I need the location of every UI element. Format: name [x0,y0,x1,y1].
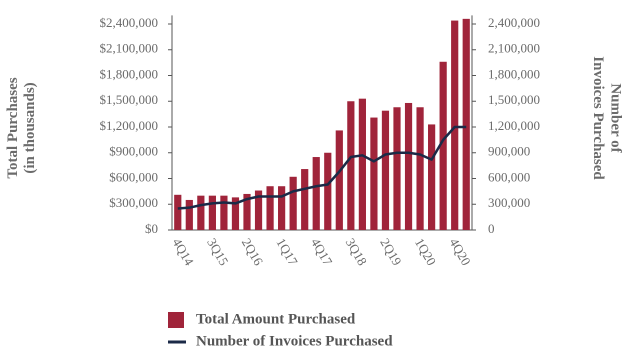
legend-label: Number of Invoices Purchased [196,333,393,349]
y-tick-label: $1,200,000 [100,118,159,133]
y-tick-label: $2,100,000 [100,41,159,56]
y-tick-label: $2,400,000 [100,15,159,30]
bar [370,117,378,230]
bar [197,195,205,230]
y-tick-label: $0 [145,221,158,236]
y-axis-title: Total Purchases(in thousands) [5,77,38,178]
y-tick-label: $600,000 [109,169,158,184]
bar [208,195,216,230]
bar [312,157,320,230]
bar [289,176,297,230]
x-tick-label: 4Q20 [447,235,474,268]
bar [404,102,413,230]
bar [266,186,274,230]
legend-swatch [168,312,184,328]
y2-tick-label: 1,200,000 [488,118,540,133]
x-tick-label: 3Q18 [343,235,370,268]
legend-label: Total Amount Purchased [196,311,356,327]
bar [416,107,424,230]
y-tick-label: $900,000 [109,144,158,159]
bar [220,195,228,230]
bar [254,190,263,230]
bar [231,197,240,230]
bar [439,61,447,231]
bar [185,199,193,230]
y2-tick-label: 300,000 [488,195,530,210]
bar [243,193,251,230]
y2-tick-label: 0 [488,221,495,236]
bar [381,110,390,230]
bar [301,169,309,230]
y2-axis-title: Number ofInvoices Purchased [590,56,623,180]
bar [428,124,436,230]
bar [451,20,459,230]
x-tick-label: 2Q19 [377,235,404,268]
y2-tick-label: 2,400,000 [488,15,540,30]
x-tick-label: 4Q17 [308,235,336,268]
x-tick-label: 2Q16 [239,235,267,268]
bar [347,101,355,230]
bar [335,130,343,230]
x-tick-label: 1Q20 [412,235,439,268]
x-tick-label: 4Q14 [170,235,198,268]
y2-tick-label: 1,500,000 [488,92,540,107]
line [177,125,467,210]
y2-tick-label: 600,000 [488,169,530,184]
y-tick-label: $1,500,000 [100,92,159,107]
y-tick-label: $1,800,000 [100,66,159,81]
x-tick-label: 3Q15 [204,235,231,268]
bar [278,186,286,230]
bar [393,107,401,230]
bar [358,98,366,230]
y2-tick-label: 1,800,000 [488,66,540,81]
bar [324,152,332,230]
x-tick-label: 1Q17 [273,235,301,268]
y2-tick-label: 900,000 [488,144,530,159]
y-tick-label: $300,000 [109,195,158,210]
bar [174,194,182,230]
bar [462,18,470,230]
y2-tick-label: 2,100,000 [488,41,540,56]
